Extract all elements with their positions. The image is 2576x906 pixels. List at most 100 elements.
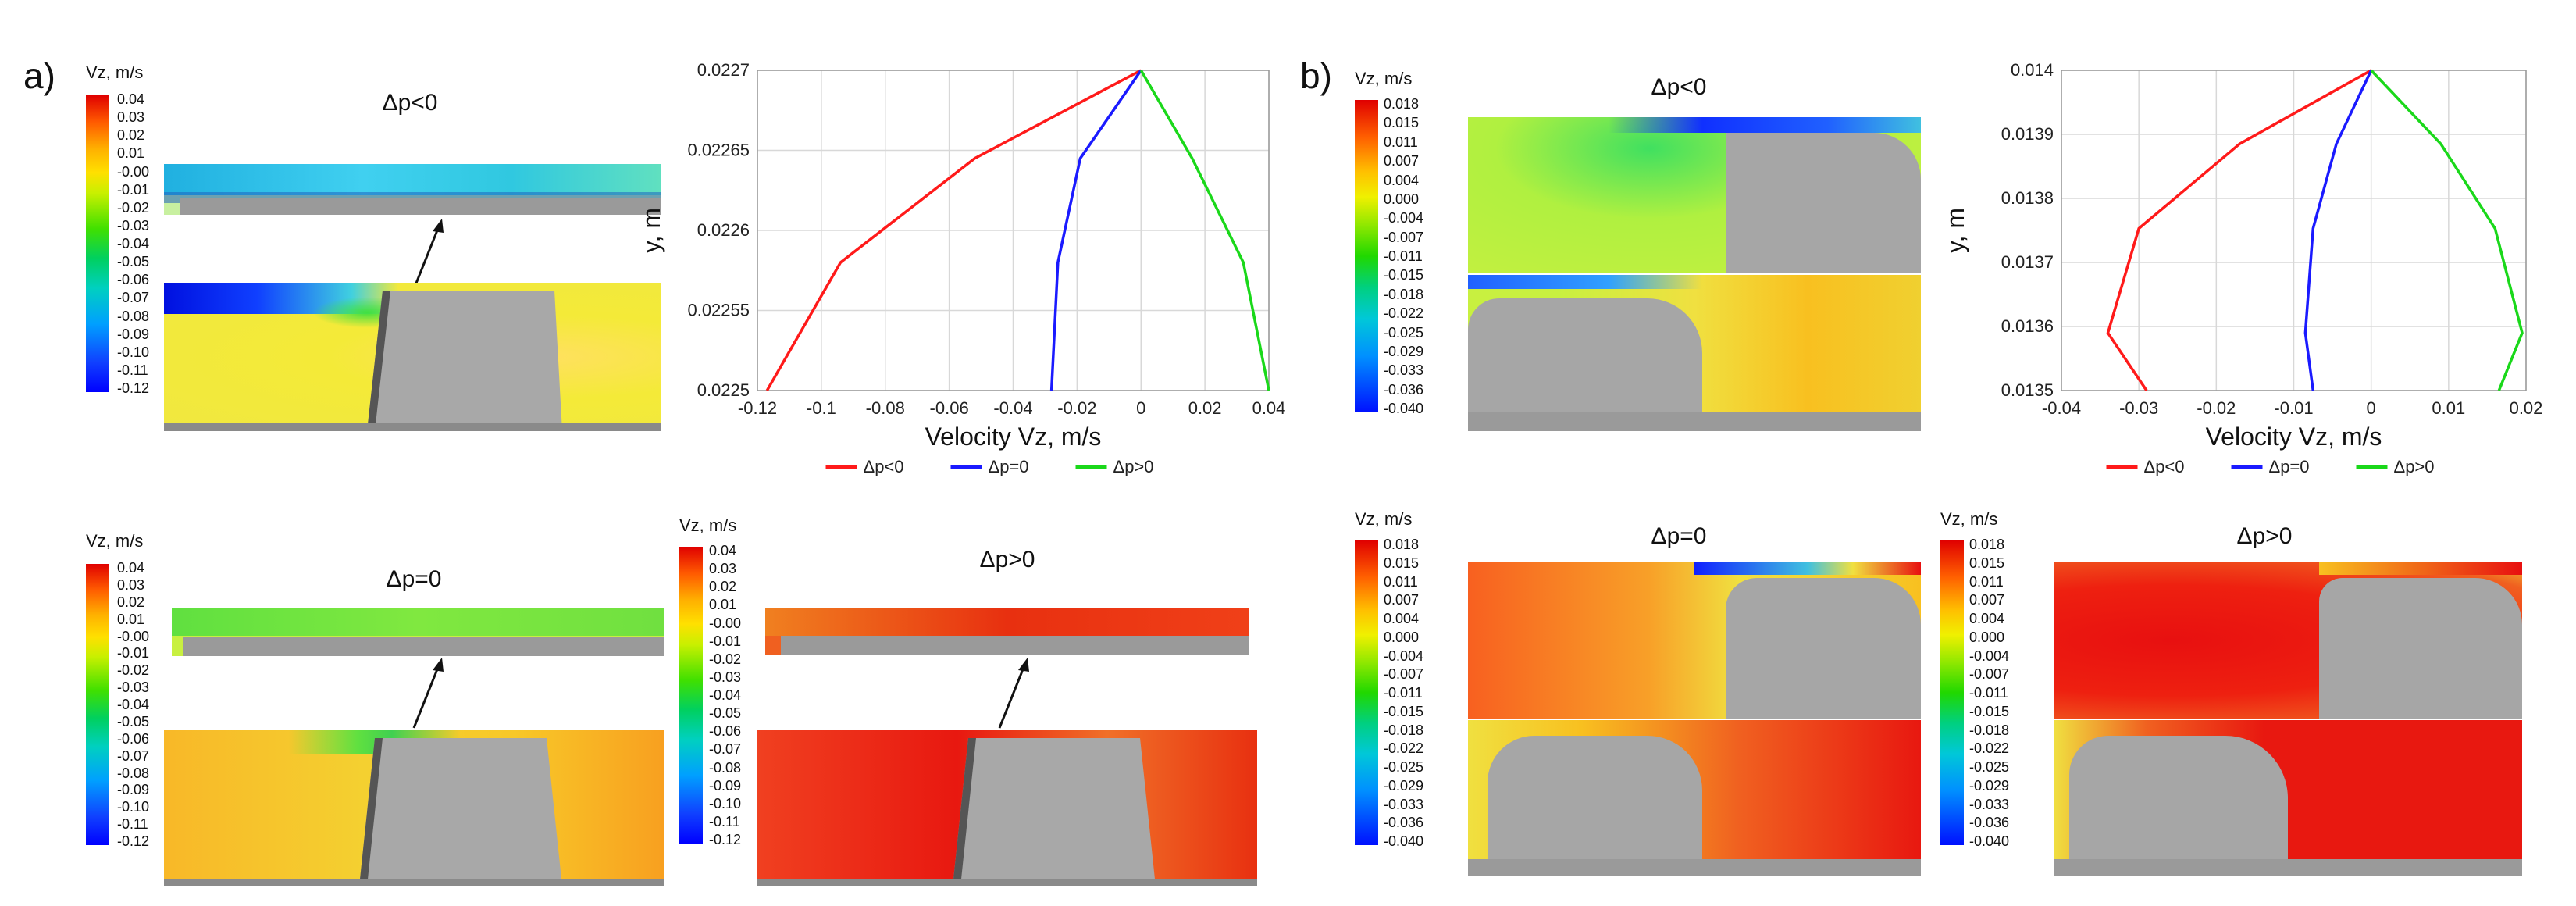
sim-main-dp-neg xyxy=(1468,275,1921,431)
colorbar-tick-label: -0.06 xyxy=(117,272,150,288)
sim-main-dp-pos xyxy=(757,730,1257,886)
colorbar-tick-label: -0.007 xyxy=(1384,229,1424,245)
series-line-dp-zero xyxy=(1049,70,1142,391)
colorbar-tick-label: 0.011 xyxy=(1384,573,1418,590)
x-axis-label: Velocity Vz, m/s xyxy=(925,423,1102,451)
colorbar-tick-label: -0.015 xyxy=(1384,703,1424,719)
colorbar-tick-label: -0.04 xyxy=(709,687,742,703)
colorbar-tick-label: -0.018 xyxy=(1384,286,1424,302)
colorbar-tick-label: 0.000 xyxy=(1384,191,1420,207)
zoom-arrow xyxy=(998,658,1029,729)
colorbar-tick-label: -0.004 xyxy=(1969,647,2010,664)
colorbar-title: Vz, m/s xyxy=(86,531,144,551)
sim-zoom-dp-pos xyxy=(2054,562,2522,719)
legend-label: Δp>0 xyxy=(1113,457,1154,476)
legend-label: Δp=0 xyxy=(2269,457,2310,476)
x-axis-label: Velocity Vz, m/s xyxy=(2206,423,2382,451)
x-tick-label: -0.08 xyxy=(866,398,905,418)
y-tick-label: 0.0225 xyxy=(697,380,750,400)
colorbar-tick-label: -0.08 xyxy=(117,765,150,781)
colorbar-tick-label: -0.040 xyxy=(1384,833,1424,849)
sim-main-dp-zero xyxy=(164,730,664,886)
colorbar-tick-label: -0.06 xyxy=(117,730,150,747)
colorbar-tick-label: -0.03 xyxy=(117,680,150,696)
colorbar-tick-label: -0.040 xyxy=(1969,833,2010,849)
x-tick-label: 0.01 xyxy=(2432,398,2465,418)
colorbar-tick-label: 0.004 xyxy=(1969,611,2005,626)
colorbar-tick-label: -0.036 xyxy=(1969,815,2010,831)
colorbar-ticks: 0.018 0.015 0.011 0.007 0.004 0.000 -0.004 -0.0… xyxy=(1969,537,2009,848)
colorbar-tick-label: 0.03 xyxy=(117,576,145,593)
colorbar-tick-label: -0.00 xyxy=(709,615,742,631)
colorbar-ticks: 0.018 0.015 0.011 0.007 0.004 0.000 -0.004 -0.0… xyxy=(1384,537,1423,848)
colorbar-tick-label: -0.11 xyxy=(117,362,148,378)
colorbar-tick-label: -0.018 xyxy=(1384,722,1424,738)
colorbar-tick-label: -0.018 xyxy=(1969,722,2010,738)
colorbar-tick-label: -0.05 xyxy=(117,713,150,729)
colorbar-tick-label: 0.007 xyxy=(1384,592,1420,608)
colorbar-ticks: 0.04 0.03 0.02 0.01 -0.00 -0.01 -0.02 -0.03 -0.0… xyxy=(709,544,741,847)
y-tick-label: 0.014 xyxy=(2011,60,2054,80)
colorbar-tick-label: -0.004 xyxy=(1384,210,1424,226)
x-tick-label: 0.02 xyxy=(2510,398,2543,418)
colorbar xyxy=(1940,540,1964,845)
colorbar-tick-label: -0.004 xyxy=(1384,647,1424,664)
x-tick-label: -0.02 xyxy=(2197,398,2236,418)
sim-title-dp-pos: Δp>0 xyxy=(2236,523,2293,549)
colorbar-tick-label: 0.03 xyxy=(117,109,145,126)
colorbar-tick-label: -0.02 xyxy=(709,651,742,667)
sim-title-dp-zero: Δp=0 xyxy=(386,566,442,592)
colorbar-tick-label: -0.025 xyxy=(1384,324,1424,341)
colorbar-tick-label: -0.029 xyxy=(1384,777,1424,794)
colorbar-tick-label: 0.01 xyxy=(117,611,145,627)
colorbar-tick-label: -0.029 xyxy=(1969,777,2010,794)
series-line-dp-neg xyxy=(765,69,1142,391)
sim-title-dp-neg: Δp<0 xyxy=(1651,74,1707,100)
colorbar-tick-label: -0.025 xyxy=(1969,759,2010,775)
y-tick-label: 0.0136 xyxy=(2001,316,2054,336)
colorbar-tick-label: -0.07 xyxy=(709,741,742,758)
colorbar-tick-label: -0.036 xyxy=(1384,815,1424,831)
x-tick-label: -0.03 xyxy=(2119,398,2158,418)
panel-a-label: a) xyxy=(23,55,55,96)
colorbar-tick-label: -0.07 xyxy=(117,290,150,306)
colorbar-title: Vz, m/s xyxy=(1940,509,1998,529)
x-tick-label: -0.1 xyxy=(807,398,836,418)
colorbar-tick-label: 0.018 xyxy=(1384,96,1420,112)
x-tick-label: -0.04 xyxy=(2042,398,2081,418)
sim-title-dp-neg: Δp<0 xyxy=(382,90,438,116)
colorbar-tick-label: 0.04 xyxy=(709,543,737,558)
sim-title-dp-zero: Δp=0 xyxy=(1651,523,1707,549)
colorbar-tick-label: -0.029 xyxy=(1384,343,1424,359)
x-tick-label: 0.04 xyxy=(1252,398,1286,418)
colorbar-tick-label: -0.11 xyxy=(117,816,148,833)
sim-main-dp-pos xyxy=(2054,720,2522,876)
zoom-arrow xyxy=(412,658,444,729)
y-axis-label: y, m xyxy=(1941,208,1969,253)
colorbar-tick-label: 0.007 xyxy=(1384,153,1420,169)
x-tick-label: -0.06 xyxy=(930,398,969,418)
colorbar-tick-label: -0.00 xyxy=(117,628,150,644)
colorbar-tick-label: 0.03 xyxy=(709,561,737,577)
colorbar-tick-label: -0.12 xyxy=(709,832,742,847)
colorbar xyxy=(1355,540,1378,845)
y-tick-label: 0.0138 xyxy=(2001,188,2054,208)
sim-main-dp-neg xyxy=(164,283,661,431)
colorbar-tick-label: 0.01 xyxy=(117,145,145,162)
legend-label: Δp>0 xyxy=(2394,457,2435,476)
x-tick-label: 0 xyxy=(1136,398,1145,418)
colorbar-tick-label: -0.07 xyxy=(117,747,150,764)
x-tick-label: -0.12 xyxy=(738,398,777,418)
colorbar-tick-label: 0.000 xyxy=(1384,629,1420,645)
colorbar xyxy=(86,564,109,845)
colorbar-tick-label: 0.015 xyxy=(1969,555,2005,571)
x-tick-label: -0.04 xyxy=(993,398,1032,418)
colorbar-tick-label: -0.01 xyxy=(117,645,150,662)
velocity-profile-chart-b: -0.04 -0.03 -0.02 -0.01 0 0.01 0.02 0.0135 0.013… xyxy=(1941,60,2543,476)
colorbar-tick-label: -0.007 xyxy=(1384,666,1424,683)
colorbar-tick-label: -0.03 xyxy=(709,669,742,685)
colorbar-tick-label: 0.007 xyxy=(1969,592,2005,608)
x-tick-label: 0.02 xyxy=(1188,398,1222,418)
y-axis-label: y, m xyxy=(637,208,665,253)
x-tick-label: -0.01 xyxy=(2274,398,2313,418)
